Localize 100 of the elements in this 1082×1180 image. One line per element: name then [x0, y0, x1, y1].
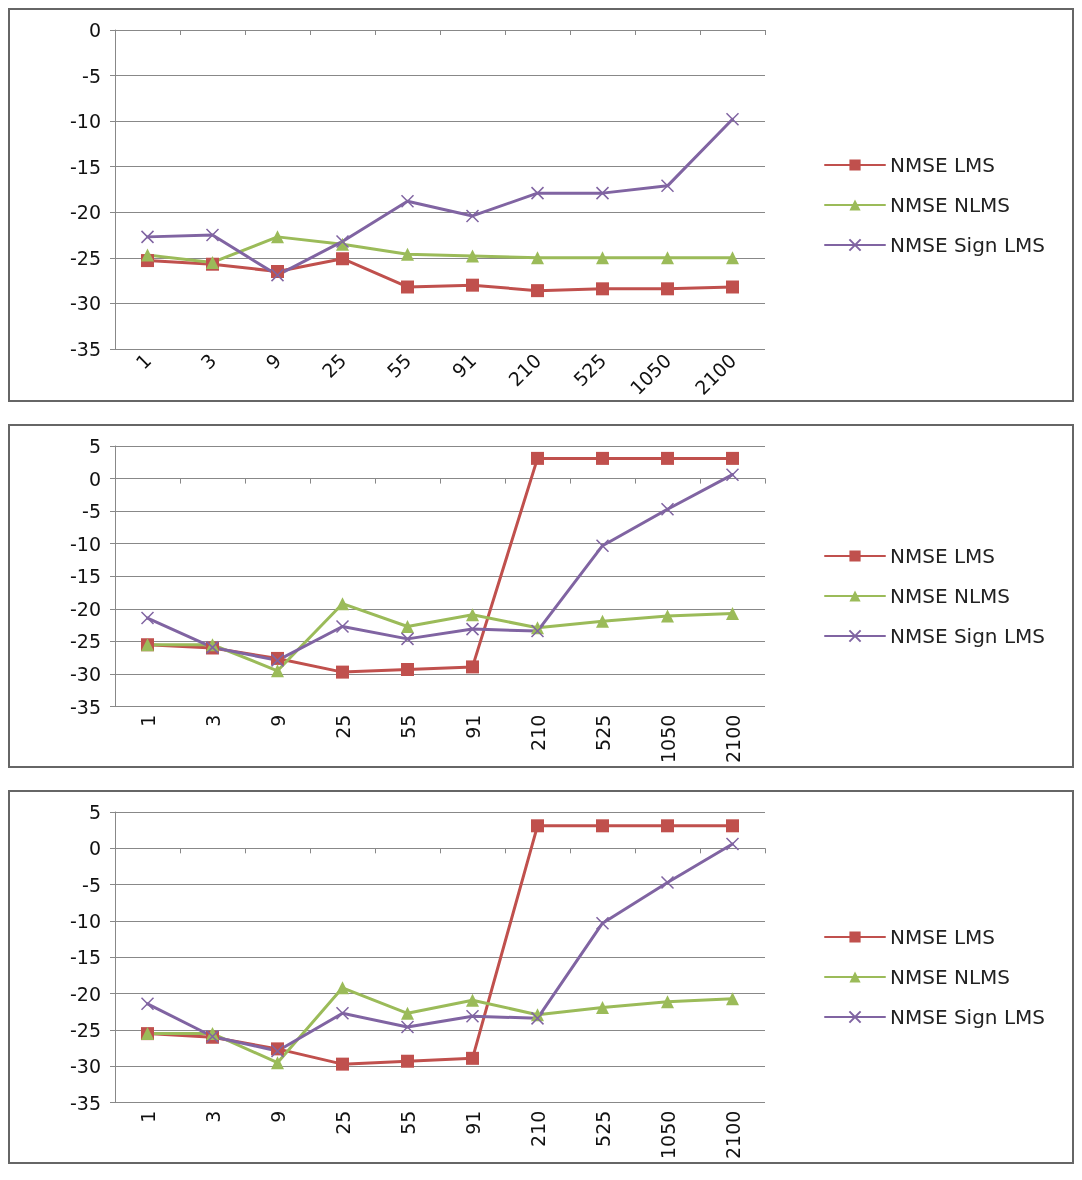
x-tick-label: 1 [131, 349, 156, 374]
y-tick-label: -5 [82, 500, 101, 523]
x-tick-label: 25 [331, 714, 354, 739]
x-tick-label: 210 [526, 1110, 549, 1147]
x-tick-label: 2100 [721, 1110, 744, 1160]
legend-label: NMSE LMS [890, 153, 996, 177]
y-tick-label: 0 [88, 467, 101, 490]
point [336, 252, 349, 266]
y-tick-label: -15 [69, 565, 101, 588]
point [530, 1011, 545, 1026]
point [661, 451, 674, 465]
point [726, 606, 739, 620]
point [595, 538, 610, 553]
point [660, 502, 675, 516]
point [465, 622, 480, 636]
point [335, 619, 350, 634]
point [141, 248, 154, 262]
point [205, 228, 220, 242]
point [725, 837, 740, 851]
x-tick-label: 1050 [656, 1110, 679, 1160]
legend-label: NMSE NLMS [890, 965, 1010, 989]
x-tick-label: 91 [447, 349, 481, 382]
x-tick-label: 9 [261, 349, 286, 374]
point [596, 1000, 609, 1014]
point [140, 611, 155, 625]
point [661, 282, 674, 296]
point [466, 993, 479, 1007]
y-tick-label: -10 [69, 909, 101, 932]
y-tick-label: -30 [69, 1055, 101, 1078]
y-tick-label: -20 [69, 597, 101, 620]
x-tick-label: 525 [591, 714, 614, 751]
y-tick-label: 5 [88, 435, 101, 457]
point [271, 230, 284, 244]
point [531, 451, 544, 465]
point [400, 1020, 415, 1034]
x-tick-label: 2100 [721, 714, 744, 764]
point [336, 597, 349, 611]
point [465, 1009, 480, 1023]
point [661, 251, 674, 265]
point [401, 280, 414, 294]
point [531, 284, 544, 298]
y-tick-label: 5 [88, 801, 101, 823]
x-tick-label: 525 [569, 349, 611, 391]
y-tick-label: -20 [69, 201, 101, 224]
point [466, 278, 479, 292]
point [336, 665, 349, 679]
point [271, 1056, 284, 1070]
point [661, 819, 674, 833]
point [726, 280, 739, 294]
y-tick-label: -35 [69, 695, 101, 718]
x-tick-label: 525 [591, 1110, 614, 1147]
point [335, 1006, 350, 1021]
y-tick-label: -35 [69, 1091, 101, 1114]
x-tick-label: 91 [461, 714, 484, 739]
y-tick-label: 0 [88, 19, 101, 41]
point [661, 995, 674, 1009]
point [596, 614, 609, 628]
legend-label: NMSE Sign LMS [890, 624, 1045, 648]
point [400, 194, 415, 209]
legend-label: NMSE LMS [890, 925, 996, 949]
point [271, 664, 284, 678]
point [401, 620, 414, 633]
x-tick-label: 3 [196, 349, 221, 374]
point [596, 451, 609, 465]
y-tick-label: 0 [88, 837, 101, 860]
legend-label: NMSE Sign LMS [890, 1005, 1045, 1029]
x-tick-label: 25 [317, 349, 351, 382]
point [725, 467, 740, 482]
point [401, 1054, 414, 1068]
point [531, 251, 544, 265]
y-tick-label: -20 [69, 982, 101, 1005]
point [725, 112, 740, 127]
y-tick-label: -10 [69, 532, 101, 555]
point [140, 230, 155, 244]
point [595, 186, 610, 200]
point [466, 660, 479, 674]
point [336, 981, 349, 995]
x-tick-label: 3 [201, 1110, 224, 1123]
y-tick-label: -15 [69, 155, 101, 178]
y-tick-label: -15 [69, 946, 101, 969]
point [531, 819, 544, 833]
y-tick-label: -35 [69, 337, 101, 360]
point [596, 251, 609, 265]
point [726, 992, 739, 1006]
point [661, 609, 674, 623]
x-tick-label: 55 [382, 349, 416, 382]
x-tick-label: 1 [136, 1110, 159, 1123]
x-tick-label: 91 [461, 1110, 484, 1135]
point [596, 282, 609, 296]
legend-label: NMSE LMS [890, 544, 996, 568]
point [466, 249, 479, 263]
y-tick-label: -25 [69, 246, 101, 269]
point [140, 997, 155, 1011]
y-tick-label: -5 [82, 64, 101, 87]
point [466, 1051, 479, 1065]
x-tick-label: 1050 [656, 714, 679, 764]
point [400, 632, 415, 646]
point [660, 179, 675, 193]
y-tick-label: -25 [69, 630, 101, 653]
point [726, 451, 739, 465]
